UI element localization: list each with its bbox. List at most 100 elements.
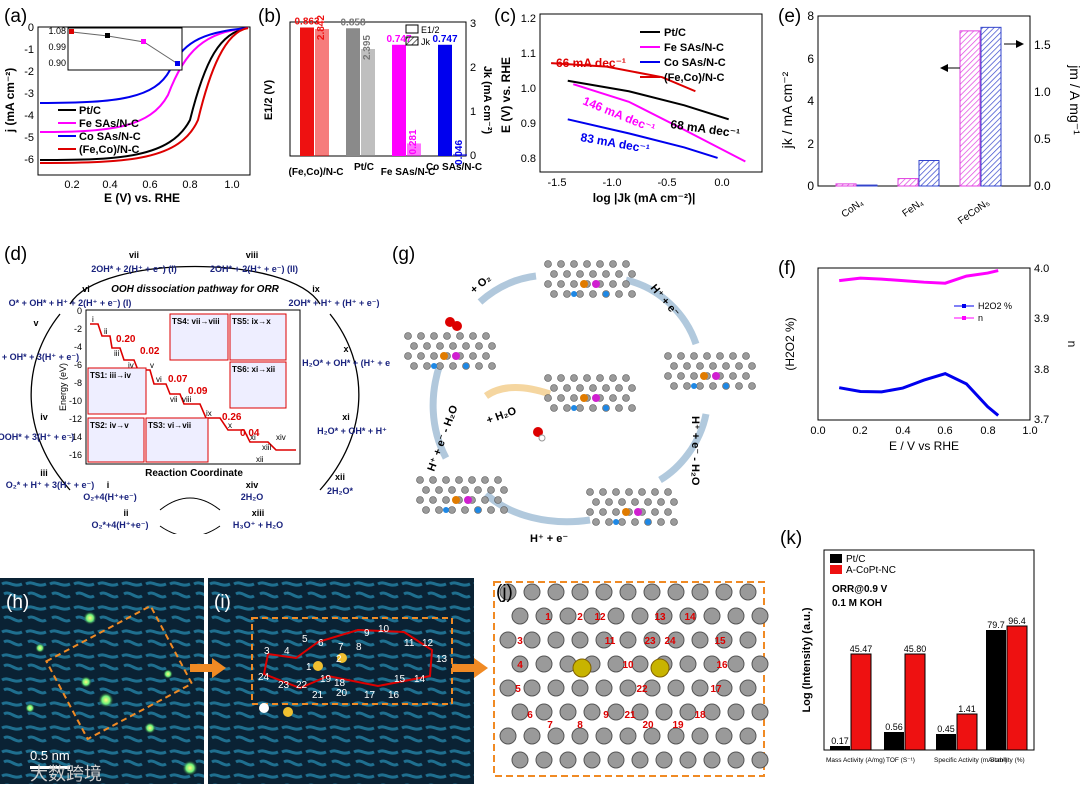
svg-text:O₂*+4(H⁺+e⁻): O₂*+4(H⁺+e⁻) <box>91 520 148 530</box>
e-bar-jm <box>918 160 940 187</box>
c-legend-2: Fe SAs/N-C <box>664 42 724 54</box>
j-site-number: 13 <box>654 612 666 623</box>
arrow-i-to-j <box>452 658 488 678</box>
j-site-number: 10 <box>622 660 634 671</box>
c-legend-4: (Fe,Co)/N-C <box>664 72 725 84</box>
f-ytick-r: 3.7 <box>1034 414 1049 426</box>
a-ytick: -4 <box>24 110 34 122</box>
svg-text:i: i <box>107 480 110 490</box>
j-site-number: 21 <box>624 710 636 721</box>
c-anno-co: 83 mA dec⁻¹ <box>579 130 650 156</box>
c-ytick: 0.8 <box>521 153 536 165</box>
panel-label-i: (i) <box>214 592 231 613</box>
svg-text:ix: ix <box>312 284 320 294</box>
j-site-number: 19 <box>672 720 684 731</box>
j-carbon-atom <box>523 727 541 745</box>
e-ytick-r: 1.5 <box>1034 38 1051 52</box>
a-ytick: -1 <box>24 44 34 56</box>
a-ytick: -3 <box>24 88 34 100</box>
g-graphene-cluster <box>586 488 678 526</box>
svg-text:iii: iii <box>40 468 48 478</box>
b-bar-jk <box>453 153 467 156</box>
f-xlabel: E / V vs RHE <box>889 439 959 453</box>
svg-text:2H₂O: 2H₂O <box>241 492 264 502</box>
f-xtick: 0.8 <box>980 425 995 437</box>
i-site-number: 19 <box>320 674 332 685</box>
panel-h-haadf: 0.5 nm (h) <box>0 578 204 784</box>
j-carbon-atom <box>715 583 733 601</box>
j-carbon-atom <box>751 751 769 769</box>
j-carbon-atom <box>643 631 661 649</box>
panel-g-mechanism: + O₂ H⁺ + e⁻ H⁺ + e⁻ - H₂O H⁺ + e⁻ H⁺ + … <box>404 260 756 545</box>
b-ytick-r: 2 <box>470 62 476 74</box>
panel-i-haadf-zoom: 1 2 3 4 5 6 7 8 9 10 11 12 13 14 15 16 17 18 19 20 21 22 23 24 … <box>208 578 474 784</box>
svg-text:xii: xii <box>256 455 264 464</box>
svg-text:TS5: ix→x: TS5: ix→x <box>232 317 271 326</box>
j-carbon-atom <box>535 655 553 673</box>
j-carbon-atom <box>583 607 601 625</box>
e-ytick: 0 <box>807 179 814 193</box>
a-legend-2: Fe SAs/N-C <box>79 118 139 130</box>
j-carbon-atom <box>667 583 685 601</box>
svg-text:2OH* + 2(H⁺ + e⁻) (I): 2OH* + 2(H⁺ + e⁻) (I) <box>91 264 177 274</box>
e-bar-jk <box>897 178 919 187</box>
k-label-ptc: 0.45 <box>937 724 955 734</box>
e-ytick: 8 <box>807 9 814 23</box>
svg-text:TS6: xi→xii: TS6: xi→xii <box>232 365 275 374</box>
j-carbon-atom <box>547 679 565 697</box>
f-line-n <box>839 269 999 285</box>
e-bar-jk <box>835 183 857 187</box>
j-carbon-atom <box>703 751 721 769</box>
i-site-number: 23 <box>278 680 290 691</box>
i-site-number: 2 <box>336 654 342 665</box>
a-xtick: 0.8 <box>182 179 197 191</box>
j-carbon-atom <box>607 703 625 721</box>
k-bar-ptc <box>986 630 1006 750</box>
k-label-ptc: 0.17 <box>831 736 849 746</box>
j-carbon-atom <box>547 631 565 649</box>
svg-text:O* + OH* + 3(H⁺ + e⁻): O* + OH* + 3(H⁺ + e⁻) <box>0 352 79 362</box>
c-anno-fe: 146 mA dec⁻¹ <box>581 94 657 136</box>
c-xtick: -0.5 <box>658 177 677 189</box>
b-label-e12: 0.747 <box>386 34 411 45</box>
i-site-number: 8 <box>356 642 362 653</box>
a-ytick: -5 <box>24 132 34 144</box>
a-xtick: 0.6 <box>142 179 157 191</box>
j-carbon-atom <box>619 631 637 649</box>
j-site-number: 22 <box>636 684 648 695</box>
j-carbon-atom <box>547 583 565 601</box>
b-ytick-r: 0 <box>470 150 476 162</box>
j-carbon-atom <box>727 751 745 769</box>
j-carbon-atom <box>511 703 529 721</box>
j-site-number: 7 <box>547 720 553 731</box>
e-ytick-r: 0.0 <box>1034 179 1051 193</box>
svg-text:TS2: iv→v: TS2: iv→v <box>90 421 129 430</box>
a-ytick: 0 <box>28 22 34 34</box>
svg-text:OOH* + 3(H⁺ + e⁻): OOH* + 3(H⁺ + e⁻) <box>0 432 74 442</box>
j-carbon-atom <box>595 583 613 601</box>
a-curve-feco <box>39 27 249 164</box>
k-bar-ptc <box>884 732 904 750</box>
panel-d-pathway: OOH dissociation pathway for ORR 0 -2 -4… <box>0 250 390 534</box>
b-legend-1: E1/2 <box>421 25 440 35</box>
j-carbon-atom <box>691 631 709 649</box>
j-carbon-atom <box>643 583 661 601</box>
j-carbon-atom <box>751 655 769 673</box>
e-ytick: 2 <box>807 137 814 151</box>
k-anno-1: ORR@0.9 V <box>832 584 888 595</box>
svg-text:iv: iv <box>40 412 48 422</box>
k-ylabel: Log (Intensity) (a.u.) <box>801 607 813 712</box>
i-site-number: 18 <box>334 678 346 689</box>
i-site-number: 15 <box>394 674 406 685</box>
f-legend-2: n <box>978 313 983 323</box>
j-carbon-atom <box>631 703 649 721</box>
j-carbon-atom <box>619 583 637 601</box>
i-site-number: 1 <box>306 662 312 673</box>
svg-text:vi: vi <box>156 375 162 384</box>
j-carbon-atom <box>715 679 733 697</box>
j-carbon-atom <box>535 751 553 769</box>
b-ytick-r: 1 <box>470 106 476 118</box>
j-carbon-atom <box>583 703 601 721</box>
j-carbon-atom <box>511 607 529 625</box>
